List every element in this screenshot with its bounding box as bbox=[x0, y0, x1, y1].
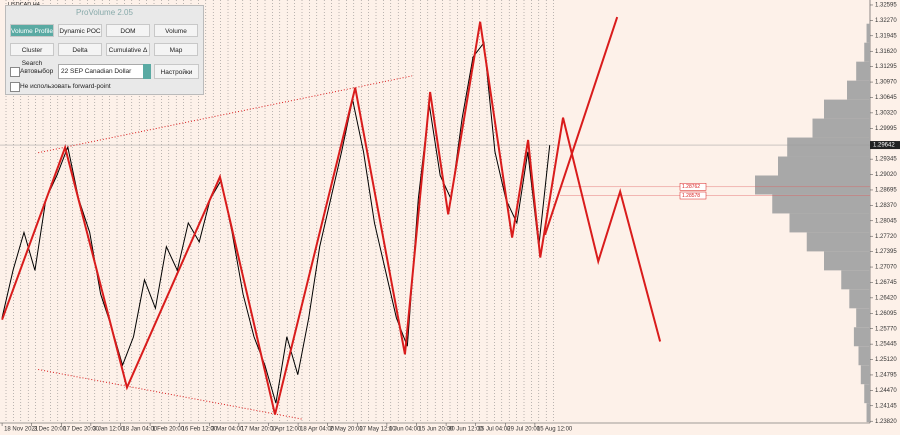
lower-trend bbox=[38, 369, 304, 420]
profile-bar bbox=[841, 270, 870, 290]
level-tag bbox=[679, 183, 707, 191]
dropdown-arrow[interactable] bbox=[143, 64, 151, 79]
tool-button[interactable]: DOM bbox=[106, 24, 150, 37]
y-tick-label: 1.25445 bbox=[875, 342, 897, 348]
profile-bar bbox=[864, 384, 870, 404]
x-tick-label: 1 Apr 12:00 bbox=[270, 427, 301, 433]
profile-bar bbox=[866, 403, 870, 423]
y-tick-label: 1.26095 bbox=[875, 311, 897, 317]
y-tick-label: 1.27070 bbox=[875, 265, 897, 271]
x-tick-label: 3 Jan 12:00 bbox=[93, 427, 125, 433]
y-tick-label: 1.29345 bbox=[875, 157, 897, 163]
current-price-label: 1.29642 bbox=[873, 143, 895, 149]
x-tick-label: 30 Jun 12:00 bbox=[448, 427, 483, 433]
y-tick-label: 1.23820 bbox=[875, 419, 897, 425]
profile-bar bbox=[856, 61, 870, 81]
price bbox=[1, 41, 551, 404]
profile-bar bbox=[824, 251, 870, 271]
y-tick-label: 1.28695 bbox=[875, 188, 897, 194]
y-tick-label: 1.30320 bbox=[875, 110, 897, 116]
profile-bar bbox=[856, 308, 870, 328]
x-tick-label: 3 Mar 04:00 bbox=[211, 427, 244, 433]
level-label: 1.28578 bbox=[682, 193, 700, 199]
provolume-panel: ProVolume 2.05 Volume Profile Dynamic POC… bbox=[5, 5, 204, 95]
profile-bar bbox=[789, 213, 870, 233]
panel-title: ProVolume 2.05 bbox=[76, 8, 133, 17]
profile-bar bbox=[824, 99, 870, 119]
profile-bar bbox=[812, 118, 870, 138]
y-tick-label: 1.26420 bbox=[875, 295, 897, 301]
tool-button[interactable]: Volume Profile bbox=[10, 24, 54, 37]
tool-button[interactable]: Cumulative Δ bbox=[106, 43, 150, 56]
y-tick-label: 1.26745 bbox=[875, 280, 897, 286]
x-tick-label: 1 Feb 20:00 bbox=[152, 427, 185, 433]
tool-button[interactable]: Dynamic POC bbox=[58, 24, 102, 37]
forward-point-label: Не использовать forward-point bbox=[20, 83, 111, 90]
zigzag bbox=[1, 21, 662, 415]
upper-trend bbox=[38, 75, 413, 154]
y-tick-label: 1.24795 bbox=[875, 373, 897, 379]
x-tick-label: 3 Dec 20:00 bbox=[34, 427, 67, 433]
profile-bar bbox=[853, 327, 870, 347]
y-tick-label: 1.30970 bbox=[875, 80, 897, 86]
profile-bar bbox=[778, 156, 870, 176]
tool-button[interactable]: Delta bbox=[58, 43, 102, 56]
x-tick-label: 18 Jan 04:00 bbox=[122, 427, 157, 433]
y-tick-label: 1.30645 bbox=[875, 95, 897, 101]
profile-bar bbox=[772, 194, 870, 214]
tool-button[interactable]: Volume bbox=[154, 24, 198, 37]
profile-bar bbox=[849, 289, 870, 309]
x-tick-label: 16 Feb 12:00 bbox=[182, 427, 218, 433]
y-tick-label: 1.25120 bbox=[875, 357, 897, 363]
y-tick-label: 1.27395 bbox=[875, 249, 897, 255]
y-tick-label: 1.32595 bbox=[875, 3, 897, 9]
settings-button[interactable]: Настройки bbox=[154, 64, 199, 79]
level-tag bbox=[679, 191, 707, 200]
y-tick-label: 1.29020 bbox=[875, 172, 897, 178]
y-tick-label: 1.32270 bbox=[875, 18, 897, 24]
profile-bar bbox=[864, 42, 870, 62]
profile-bar bbox=[755, 175, 870, 195]
x-tick-label: 2 May 20:00 bbox=[330, 427, 364, 433]
tool-button[interactable]: Map bbox=[154, 43, 198, 56]
checkbox[interactable] bbox=[10, 82, 20, 92]
x-tick-label: 1 Jun 04:00 bbox=[389, 427, 421, 433]
tool-button[interactable]: Cluster Search bbox=[10, 43, 54, 67]
y-tick-label: 1.31620 bbox=[875, 49, 897, 55]
y-tick-label: 1.27720 bbox=[875, 234, 897, 240]
y-tick-label: 1.29995 bbox=[875, 126, 897, 132]
auto-select-label: Автовыбор bbox=[20, 68, 54, 75]
x-tick-label: 15 Jun 20:00 bbox=[418, 427, 453, 433]
profile-bar bbox=[847, 80, 870, 100]
checkbox[interactable] bbox=[10, 67, 20, 77]
x-tick-label: 18 Apr 04:00 bbox=[300, 427, 335, 433]
level-label: 1.28762 bbox=[682, 184, 700, 190]
projection bbox=[544, 16, 619, 236]
instrument-select[interactable]: 22 SEP Canadian Dollar bbox=[58, 64, 146, 79]
y-tick-label: 1.31945 bbox=[875, 33, 897, 39]
y-tick-label: 1.25770 bbox=[875, 326, 897, 332]
y-tick-label: 1.24470 bbox=[875, 388, 897, 394]
y-tick-label: 1.31295 bbox=[875, 64, 897, 70]
profile-bar bbox=[860, 365, 870, 385]
x-tick-label: 29 Jul 20:00 bbox=[507, 427, 540, 433]
profile-bar bbox=[806, 232, 870, 252]
x-tick-label: 17 May 12:00 bbox=[359, 427, 396, 433]
y-tick-label: 1.28045 bbox=[875, 218, 897, 224]
x-tick-label: 15 Jul 04:00 bbox=[478, 427, 511, 433]
profile-bar bbox=[866, 23, 870, 43]
x-tick-label: 17 Dec 20:00 bbox=[63, 427, 99, 433]
y-tick-label: 1.28370 bbox=[875, 203, 897, 209]
profile-bar bbox=[858, 346, 870, 366]
x-tick-label: 17 Mar 20:00 bbox=[241, 427, 277, 433]
current-price-tag bbox=[870, 141, 900, 150]
y-tick-label: 1.24145 bbox=[875, 403, 897, 409]
profile-bar bbox=[787, 137, 870, 157]
x-tick-label: 18 Nov 2021 bbox=[4, 427, 39, 433]
x-tick-label: 15 Aug 12:00 bbox=[537, 427, 573, 433]
